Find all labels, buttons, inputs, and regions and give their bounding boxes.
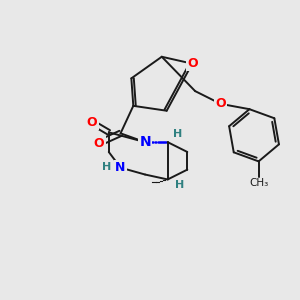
Text: H: H xyxy=(175,180,184,190)
Text: O: O xyxy=(215,98,226,110)
Text: H: H xyxy=(102,162,111,172)
Text: N: N xyxy=(139,135,151,149)
Text: CH₃: CH₃ xyxy=(249,178,268,188)
Text: H: H xyxy=(173,129,182,139)
Text: O: O xyxy=(94,136,104,150)
Text: N: N xyxy=(116,161,126,174)
Text: O: O xyxy=(187,57,197,70)
Text: O: O xyxy=(87,116,98,129)
